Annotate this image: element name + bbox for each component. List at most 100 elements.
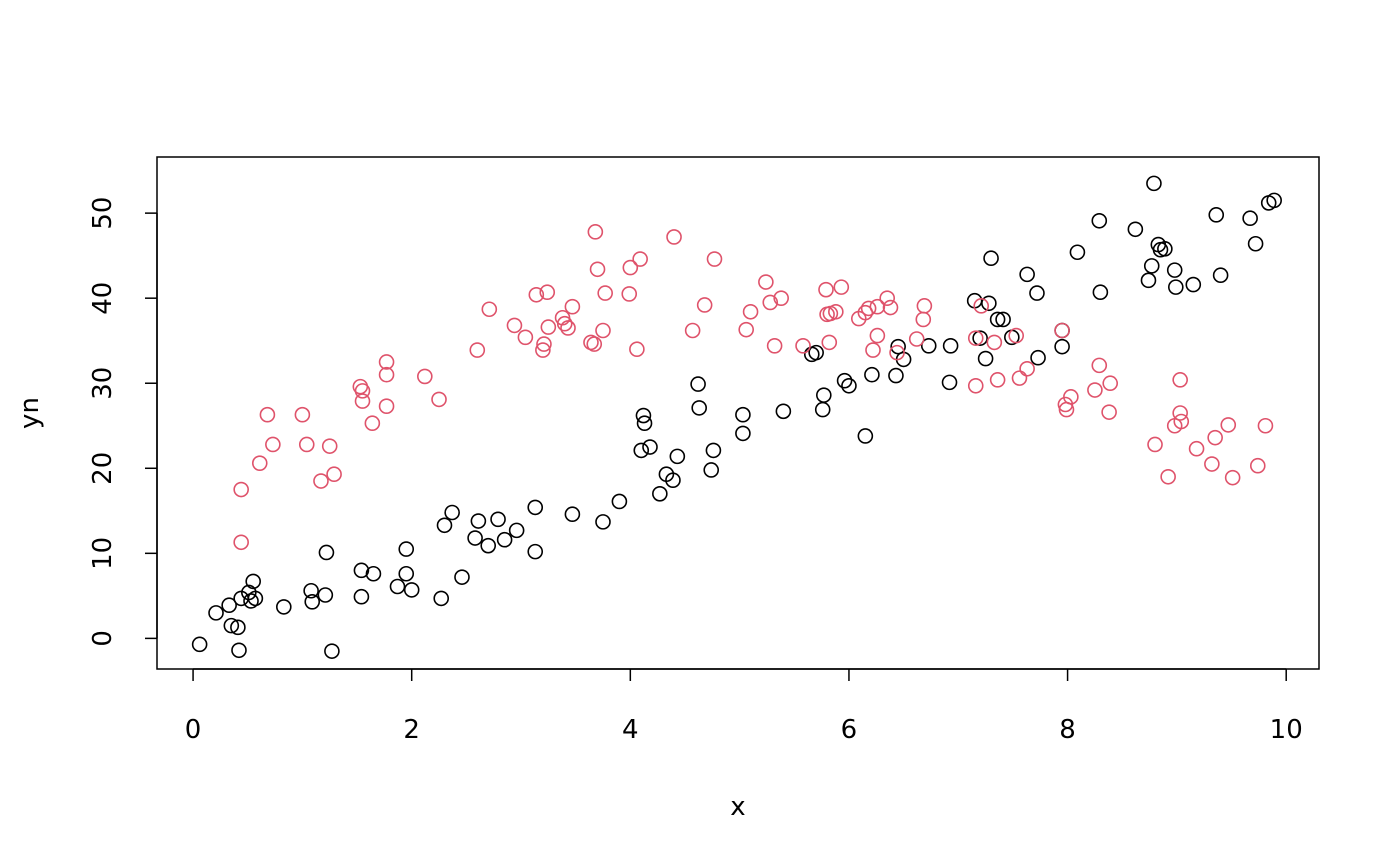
data-point-series-1 bbox=[303, 582, 319, 599]
data-point-series-2 bbox=[869, 298, 886, 315]
data-point-series-2 bbox=[294, 406, 311, 423]
data-point-series-1 bbox=[318, 544, 335, 561]
data-point-series-1 bbox=[920, 338, 937, 354]
data-point-series-1 bbox=[490, 511, 506, 528]
data-point-series-1 bbox=[977, 350, 994, 367]
data-point-series-2 bbox=[1101, 404, 1117, 420]
x-tick-label: 8 bbox=[1059, 715, 1076, 745]
data-point-series-1 bbox=[191, 636, 208, 653]
data-point-series-2 bbox=[564, 298, 581, 315]
data-point-series-2 bbox=[1173, 413, 1190, 430]
data-point-series-2 bbox=[967, 330, 984, 346]
data-point-series-1 bbox=[665, 472, 681, 488]
data-point-series-1 bbox=[454, 569, 470, 585]
data-point-series-2 bbox=[313, 473, 329, 489]
data-point-series-1 bbox=[981, 295, 997, 312]
data-point-series-2 bbox=[378, 366, 395, 383]
data-point-series-1 bbox=[317, 587, 334, 603]
data-point-series-2 bbox=[865, 342, 881, 358]
data-point-series-1 bbox=[247, 590, 264, 607]
data-point-series-1 bbox=[1247, 235, 1264, 252]
data-point-series-2 bbox=[621, 286, 638, 302]
data-point-series-2 bbox=[354, 393, 371, 409]
data-point-series-1 bbox=[398, 541, 415, 557]
data-point-series-1 bbox=[635, 407, 652, 424]
data-point-series-2 bbox=[265, 436, 281, 453]
data-point-series-1 bbox=[1143, 258, 1160, 274]
data-point-series-2 bbox=[540, 319, 557, 335]
data-point-series-1 bbox=[470, 513, 487, 529]
data-point-series-2 bbox=[967, 377, 984, 394]
data-point-series-2 bbox=[535, 342, 551, 358]
data-point-series-2 bbox=[1019, 360, 1035, 377]
data-point-series-2 bbox=[629, 341, 645, 358]
data-point-series-2 bbox=[233, 481, 249, 498]
data-point-series-1 bbox=[496, 531, 513, 548]
data-point-series-1 bbox=[230, 619, 246, 636]
data-point-series-1 bbox=[480, 537, 497, 554]
data-point-series-2 bbox=[506, 317, 523, 334]
data-point-series-1 bbox=[690, 376, 706, 392]
y-axis-label: yn bbox=[15, 397, 45, 429]
data-point-series-2 bbox=[766, 338, 783, 354]
data-point-series-1 bbox=[652, 485, 668, 502]
data-point-series-1 bbox=[1242, 210, 1258, 227]
data-point-series-1 bbox=[1140, 272, 1157, 289]
data-point-series-1 bbox=[691, 400, 707, 416]
data-point-series-1 bbox=[814, 401, 831, 418]
data-point-series-1 bbox=[611, 493, 628, 510]
data-point-series-2 bbox=[758, 274, 774, 290]
y-tick-label: 30 bbox=[88, 367, 118, 400]
y-tick-label: 10 bbox=[88, 537, 118, 570]
data-point-series-2 bbox=[908, 331, 925, 347]
data-point-series-2 bbox=[595, 322, 611, 339]
data-point-series-1 bbox=[1208, 207, 1225, 223]
data-point-series-1 bbox=[972, 330, 988, 346]
x-tick-label: 4 bbox=[622, 715, 639, 745]
data-point-series-1 bbox=[389, 578, 406, 595]
data-point-series-1 bbox=[467, 530, 483, 546]
data-point-series-2 bbox=[879, 290, 896, 306]
data-point-series-1 bbox=[1069, 244, 1086, 261]
data-point-series-2 bbox=[916, 298, 933, 314]
data-point-series-2 bbox=[431, 391, 447, 408]
data-point-series-2 bbox=[1188, 440, 1205, 457]
data-point-series-1 bbox=[398, 565, 415, 582]
data-point-series-1 bbox=[816, 387, 832, 403]
data-point-series-1 bbox=[527, 543, 544, 560]
data-point-series-1 bbox=[231, 642, 247, 659]
data-point-series-2 bbox=[869, 327, 886, 344]
y-tick-label: 50 bbox=[88, 197, 118, 230]
data-point-series-1 bbox=[890, 338, 906, 355]
data-point-series-2 bbox=[556, 315, 573, 332]
data-point-series-2 bbox=[469, 342, 486, 358]
data-point-series-2 bbox=[1008, 327, 1025, 344]
data-point-series-1 bbox=[1127, 221, 1144, 238]
data-point-series-2 bbox=[1204, 456, 1220, 472]
data-point-series-2 bbox=[1220, 417, 1237, 433]
data-point-series-2 bbox=[589, 261, 606, 278]
data-point-series-2 bbox=[818, 281, 834, 298]
data-points bbox=[191, 175, 1282, 659]
data-point-series-2 bbox=[1172, 372, 1188, 388]
data-point-series-1 bbox=[436, 517, 453, 534]
data-point-series-2 bbox=[251, 455, 268, 471]
data-point-series-2 bbox=[1257, 417, 1274, 434]
data-point-series-1 bbox=[703, 462, 720, 478]
y-tick-label: 0 bbox=[88, 630, 118, 647]
data-point-series-2 bbox=[528, 286, 545, 303]
data-point-series-1 bbox=[775, 403, 792, 420]
data-point-series-2 bbox=[860, 300, 877, 317]
data-point-series-1 bbox=[221, 597, 237, 614]
y-tick-label: 20 bbox=[88, 452, 118, 485]
data-point-series-1 bbox=[636, 415, 653, 432]
data-point-series-1 bbox=[1212, 267, 1229, 284]
data-point-series-1 bbox=[864, 366, 880, 383]
data-point-series-2 bbox=[1147, 436, 1163, 453]
data-point-series-2 bbox=[915, 311, 932, 328]
data-point-series-2 bbox=[1207, 429, 1223, 446]
data-point-series-2 bbox=[378, 354, 395, 370]
data-point-series-2 bbox=[706, 251, 723, 267]
data-point-series-1 bbox=[1091, 212, 1108, 229]
data-point-series-1 bbox=[1030, 349, 1046, 366]
